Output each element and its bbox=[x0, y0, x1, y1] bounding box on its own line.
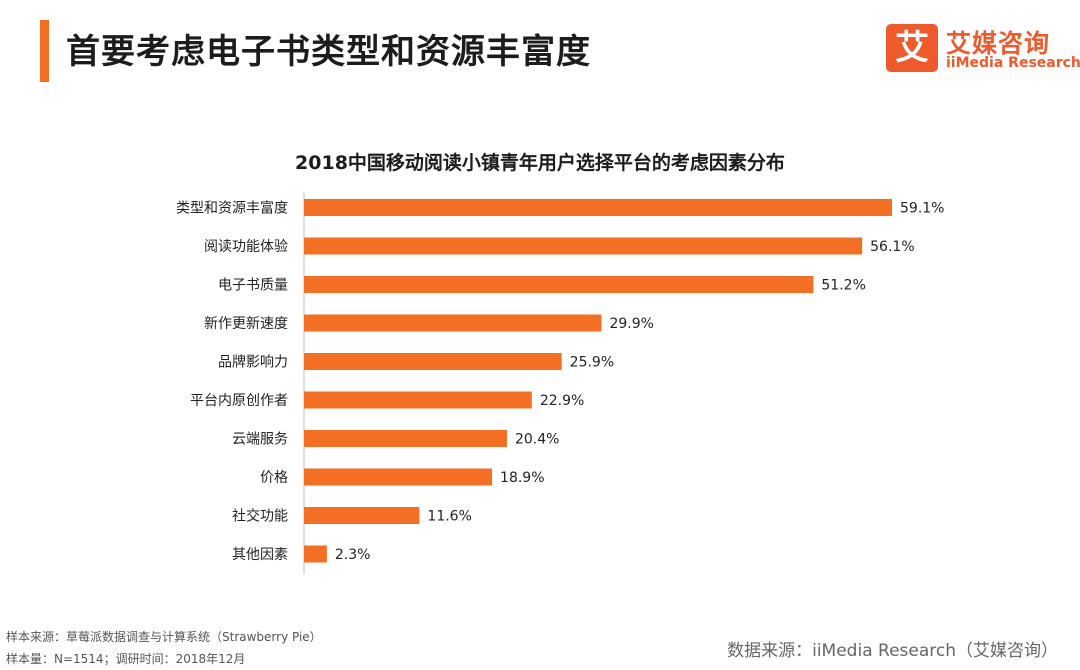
bar bbox=[304, 314, 602, 332]
bar bbox=[304, 276, 814, 293]
data-label: 25.9% bbox=[570, 355, 614, 371]
data-label: 29.9% bbox=[609, 316, 653, 332]
bar bbox=[304, 430, 507, 447]
brand-mark-icon: 艾 bbox=[886, 24, 938, 72]
bar bbox=[304, 199, 892, 216]
sample-source-note: 样本来源：草莓派数据调查与计算系统（Strawberry Pie） 样本量：N=… bbox=[6, 626, 322, 670]
bar bbox=[304, 237, 863, 255]
category-label: 阅读功能体验 bbox=[204, 238, 288, 255]
data-label: 51.2% bbox=[821, 278, 865, 294]
sample-source-text: 样本来源：草莓派数据调查与计算系统（Strawberry Pie） bbox=[6, 630, 322, 644]
brand-name-cn: 艾媒咨询 bbox=[946, 29, 1051, 58]
sample-size-text: 样本量：N=1514；调研时间：2018年12月 bbox=[6, 652, 246, 666]
data-source-note: 数据来源：iiMedia Research（艾媒咨询） bbox=[727, 641, 1058, 661]
data-label: 20.4% bbox=[515, 432, 559, 448]
data-label: 18.9% bbox=[500, 470, 544, 486]
bar bbox=[304, 468, 493, 486]
title-accent-bar bbox=[40, 20, 49, 82]
category-label: 类型和资源丰富度 bbox=[176, 200, 288, 217]
category-label: 价格 bbox=[260, 470, 288, 486]
bar bbox=[304, 353, 562, 370]
data-label: 11.6% bbox=[427, 509, 471, 525]
category-label: 品牌影响力 bbox=[218, 354, 288, 371]
page-title: 首要考虑电子书类型和资源丰富度 bbox=[66, 32, 591, 72]
category-label: 电子书质量 bbox=[218, 278, 288, 294]
category-label: 新作更新速度 bbox=[204, 316, 288, 332]
brand-name-en: iiMedia Research bbox=[946, 55, 1080, 71]
brand-logo: 艾 艾媒咨询 iiMedia Research bbox=[886, 24, 1080, 76]
bar bbox=[304, 545, 327, 563]
data-label: 56.1% bbox=[870, 239, 914, 255]
bar bbox=[304, 507, 420, 524]
category-label: 社交功能 bbox=[232, 508, 288, 525]
bar bbox=[304, 391, 532, 409]
category-label: 其他因素 bbox=[232, 547, 288, 563]
chart-title: 2018中国移动阅读小镇青年用户选择平台的考虑因素分布 bbox=[295, 152, 785, 174]
data-label: 59.1% bbox=[900, 201, 944, 217]
category-label: 云端服务 bbox=[232, 432, 288, 448]
data-label: 22.9% bbox=[540, 393, 584, 409]
data-label: 2.3% bbox=[335, 547, 371, 563]
category-label: 平台内原创作者 bbox=[190, 393, 288, 409]
